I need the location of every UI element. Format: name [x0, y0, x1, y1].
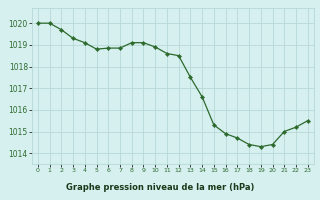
- Text: Graphe pression niveau de la mer (hPa): Graphe pression niveau de la mer (hPa): [66, 182, 254, 192]
